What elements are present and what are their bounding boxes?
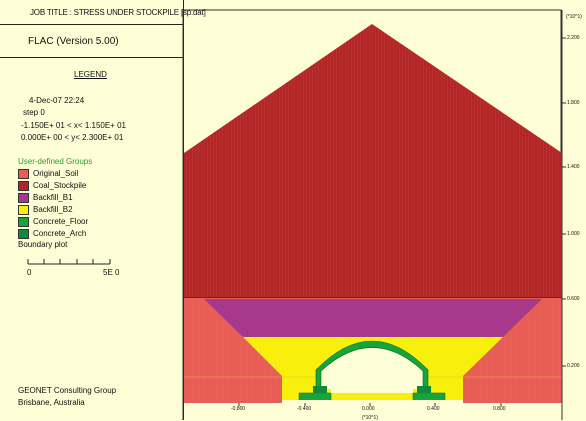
backfill-b1-region: [204, 299, 542, 337]
y-range: 0.000E+ 00 < y< 2.300E+ 01: [21, 133, 124, 142]
floor-slab: [282, 400, 463, 403]
step-count: step 0: [23, 108, 45, 117]
x-axis: [238, 403, 502, 406]
boundary-plot-title: Boundary plot: [18, 240, 68, 249]
scale-start-label: 0: [27, 268, 32, 277]
legend-swatch: [18, 193, 29, 203]
x-range: -1.150E+ 01 < x< 1.150E+ 01: [21, 121, 126, 130]
app-name-divider: [0, 57, 183, 58]
coal-stockpile-mesh: [184, 24, 562, 298]
y-tick-label: 1.000: [567, 231, 580, 237]
footing-right: [417, 386, 431, 393]
x-tick-label: 0.800: [493, 406, 506, 412]
y-tick-label: 1.800: [567, 100, 580, 106]
legend-swatch: [18, 169, 29, 179]
scale-end-label: 5E 0: [103, 268, 120, 277]
legend-label: Coal_Stockpile: [33, 181, 87, 190]
y-tick-label: 0.600: [567, 296, 580, 302]
app-name: FLAC (Version 5.00): [28, 36, 119, 47]
company-location: Brisbane, Australia: [18, 398, 85, 407]
y-tick-label: 0.200: [567, 363, 580, 369]
arch-opening: [321, 344, 423, 389]
legend-label: Concrete_Floor: [33, 217, 89, 226]
legend-title: LEGEND: [74, 70, 107, 79]
legend-label: Concrete_Arch: [33, 229, 87, 238]
job-title: JOB TITLE : STRESS UNDER STOCKPILE [sp.d…: [30, 8, 206, 17]
x-axis-unit: (*10^1): [362, 415, 378, 421]
legend-label: Backfill_B1: [33, 193, 73, 202]
company-name: GEONET Consulting Group: [18, 386, 117, 395]
legend-swatch: [18, 205, 29, 215]
scale-bar: [27, 259, 111, 265]
footing-left: [313, 386, 327, 393]
legend-swatch: [18, 229, 29, 239]
concrete-floor-center: [331, 389, 413, 393]
y-axis: [561, 10, 566, 420]
y-tick-label: 2.200: [567, 35, 580, 41]
x-tick-label: 0.400: [427, 406, 440, 412]
x-tick-label: -0.800: [231, 406, 246, 412]
x-tick-label: -0.400: [297, 406, 312, 412]
x-tick-label: 0.000: [362, 406, 375, 412]
bottom-band: [184, 403, 562, 420]
plot-date: 4-Dec-07 22:24: [29, 96, 85, 105]
groups-title: User-defined Groups: [18, 157, 93, 166]
y-tick-label: 1.400: [567, 164, 580, 170]
y-axis-unit: (*10^1): [566, 14, 582, 20]
concrete-floor-left: [298, 392, 332, 402]
legend-label: Backfill_B2: [33, 205, 73, 214]
legend-swatch: [18, 217, 29, 227]
title-divider: [0, 24, 183, 25]
legend-swatch: [18, 181, 29, 191]
concrete-floor-right: [412, 392, 446, 402]
legend-label: Original_Soil: [33, 169, 79, 178]
